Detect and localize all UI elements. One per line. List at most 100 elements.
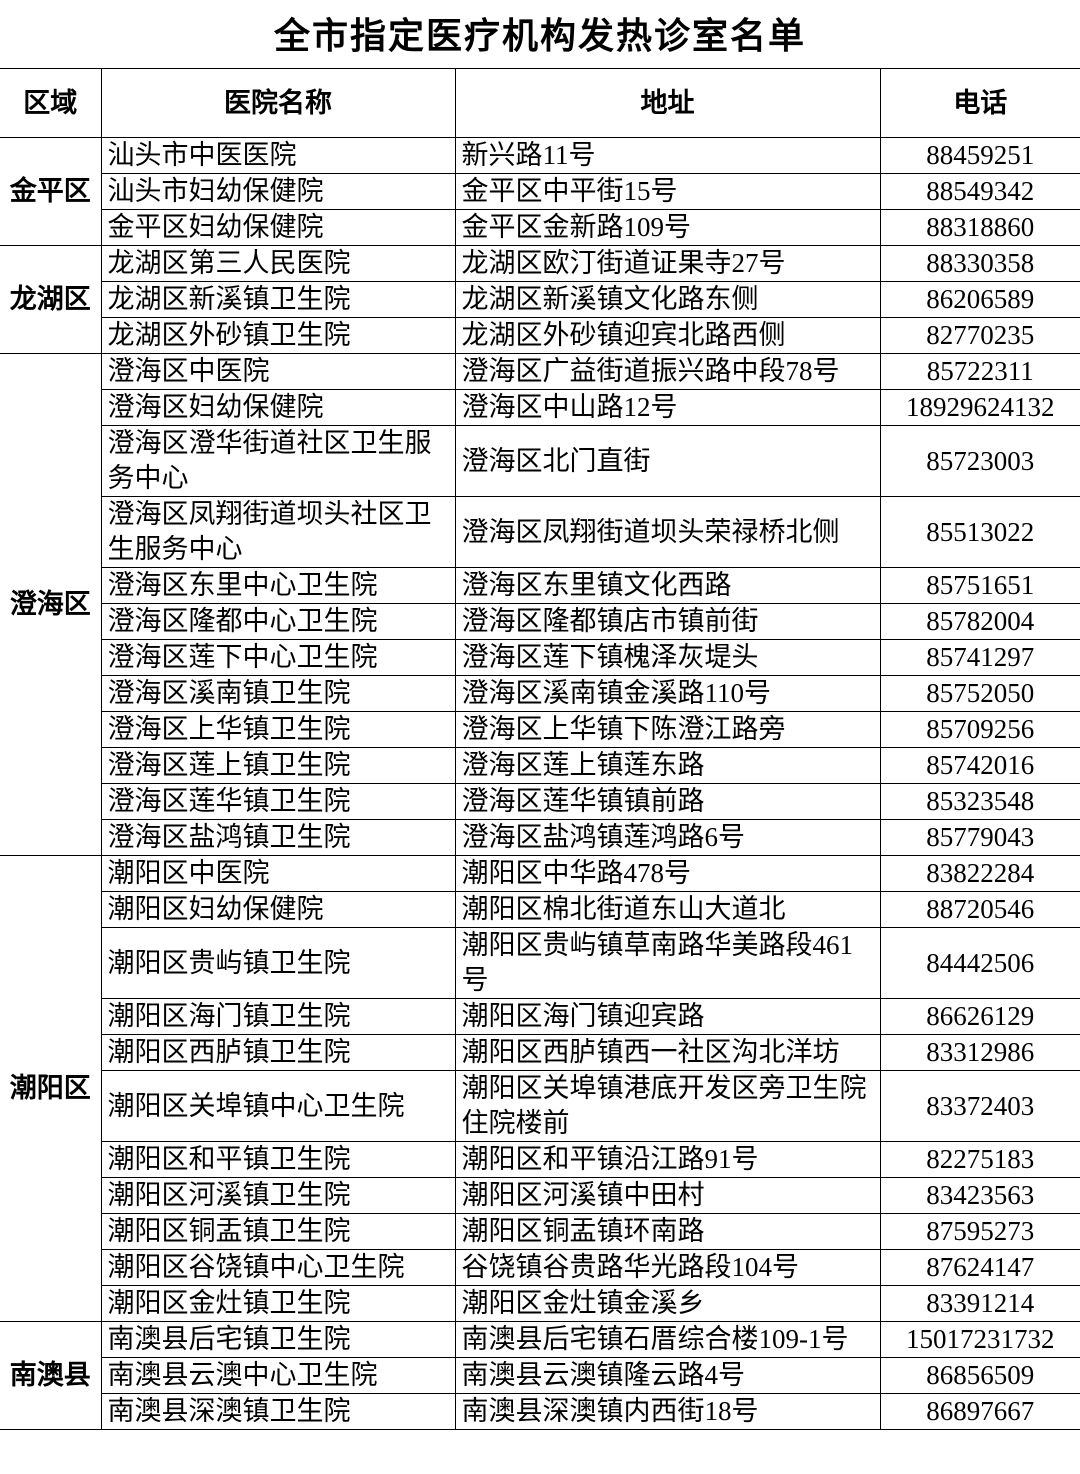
phone: 87624147: [879, 1249, 1080, 1286]
address: 潮阳区关埠镇港底开发区旁卫生院住院楼前: [454, 1070, 881, 1142]
table-row: 澄海区 澄海区中医院 澄海区广益街道振兴路中段78号 85722311: [0, 353, 1080, 856]
hospital-name: 潮阳区妇幼保健院: [101, 891, 456, 928]
hospital-name: 澄海区溪南镇卫生院: [101, 675, 456, 712]
region: 金平区: [0, 137, 102, 246]
hospital-name: 潮阳区和平镇卫生院: [101, 1141, 456, 1178]
hospital-name: 澄海区澄华街道社区卫生服务中心: [101, 425, 456, 497]
table-row: 潮阳区和平镇卫生院 潮阳区和平镇沿江路91号 82275183: [0, 1141, 1080, 1178]
region: 潮阳区: [0, 855, 102, 1322]
hospital-name: 澄海区凤翔街道坝头社区卫生服务中心: [101, 496, 456, 568]
header-cell: 地址: [454, 68, 881, 138]
hospital-name: 潮阳区河溪镇卫生院: [101, 1177, 456, 1214]
table-row: 潮阳区海门镇卫生院 潮阳区海门镇迎宾路 86626129: [0, 998, 1080, 1035]
table-row: 龙湖区新溪镇卫生院 龙湖区新溪镇文化路东侧 86206589: [0, 281, 1080, 318]
phone: 88330358: [879, 245, 1080, 282]
address: 龙湖区外砂镇迎宾北路西侧: [454, 317, 881, 354]
address: 金平区中平街15号: [454, 173, 881, 210]
hospital-name: 潮阳区谷饶镇中心卫生院: [101, 1249, 456, 1286]
hospital-name: 澄海区隆都中心卫生院: [101, 603, 456, 640]
table-row: 澄海区盐鸿镇卫生院 澄海区盐鸿镇莲鸿路6号 85779043: [0, 819, 1080, 856]
address: 龙湖区欧汀街道证果寺27号: [454, 245, 881, 282]
table-row: 澄海区凤翔街道坝头社区卫生服务中心 澄海区凤翔街道坝头荣禄桥北侧 85513022: [0, 496, 1080, 568]
hospital-name: 潮阳区关埠镇中心卫生院: [101, 1070, 456, 1142]
phone: 86626129: [879, 998, 1080, 1035]
table-row: 澄海区莲华镇卫生院 澄海区莲华镇镇前路 85323548: [0, 783, 1080, 820]
header-cell: 电话: [879, 68, 1080, 138]
phone: 85742016: [879, 747, 1080, 784]
address: 澄海区凤翔街道坝头荣禄桥北侧: [454, 496, 881, 568]
table-row: 潮阳区 潮阳区中医院 潮阳区中华路478号 83822284: [0, 855, 1080, 1322]
hospital-name: 澄海区盐鸿镇卫生院: [101, 819, 456, 856]
hospital-name: 澄海区莲下中心卫生院: [101, 639, 456, 676]
hospital-name: 潮阳区贵屿镇卫生院: [101, 927, 456, 999]
table-row: 潮阳区关埠镇中心卫生院 潮阳区关埠镇港底开发区旁卫生院住院楼前 83372403: [0, 1070, 1080, 1142]
hospital-name: 澄海区上华镇卫生院: [101, 711, 456, 748]
table-row: 澄海区东里中心卫生院 澄海区东里镇文化西路 85751651: [0, 567, 1080, 604]
table-row: 澄海区溪南镇卫生院 澄海区溪南镇金溪路110号 85752050: [0, 675, 1080, 712]
phone: 85513022: [879, 496, 1080, 568]
address: 澄海区莲上镇莲东路: [454, 747, 881, 784]
hospital-name: 汕头市妇幼保健院: [101, 173, 456, 210]
phone: 83423563: [879, 1177, 1080, 1214]
phone: 83822284: [879, 855, 1080, 892]
hospital-name: 澄海区莲上镇卫生院: [101, 747, 456, 784]
hospital-name: 汕头市中医医院: [100, 137, 456, 174]
address: 新兴路11号: [454, 137, 881, 174]
table-row: 金平区 汕头市中医医院 新兴路11号 88459251: [0, 137, 1080, 246]
hospital-name: 澄海区中医院: [100, 353, 456, 390]
phone: 88549342: [879, 173, 1080, 210]
table-header: 区域 医院名称 地址 电话: [0, 68, 1080, 138]
header-row: 区域 医院名称 地址 电话: [0, 68, 1080, 138]
hospital-name: 潮阳区中医院: [100, 855, 456, 892]
region: 澄海区: [0, 353, 102, 856]
phone: 86206589: [879, 281, 1080, 318]
phone: 85779043: [879, 819, 1080, 856]
clinic-table: 区域 医院名称 地址 电话 金平区 汕头市中医医院 新兴路11号 88459251 汕头…: [0, 68, 1080, 1430]
address: 南澳县后宅镇石厝综合楼109-1号: [454, 1321, 881, 1358]
address: 澄海区莲下镇槐泽灰堤头: [454, 639, 881, 676]
table-row: 南澳县云澳中心卫生院 南澳县云澳镇隆云路4号 86856509: [0, 1357, 1080, 1394]
address: 潮阳区铜盂镇环南路: [454, 1213, 881, 1250]
table-row: 龙湖区外砂镇卫生院 龙湖区外砂镇迎宾北路西侧 82770235: [0, 317, 1080, 354]
hospital-name: 澄海区妇幼保健院: [101, 389, 456, 426]
phone: 85741297: [879, 639, 1080, 676]
table-row: 潮阳区河溪镇卫生院 潮阳区河溪镇中田村 83423563: [0, 1177, 1080, 1214]
address: 澄海区盐鸿镇莲鸿路6号: [454, 819, 881, 856]
table-row: 南澳县 南澳县后宅镇卫生院 南澳县后宅镇石厝综合楼109-1号 15017231732: [0, 1321, 1080, 1430]
address: 澄海区上华镇下陈澄江路旁: [454, 711, 881, 748]
phone: 15017231732: [879, 1321, 1080, 1358]
table-row: 澄海区妇幼保健院 澄海区中山路12号 18929624132: [0, 389, 1080, 426]
header-cell: 医院名称: [100, 68, 456, 138]
address: 澄海区隆都镇店市镇前街: [454, 603, 881, 640]
address: 澄海区中山路12号: [454, 389, 881, 426]
table-row: 澄海区隆都中心卫生院 澄海区隆都镇店市镇前街 85782004: [0, 603, 1080, 640]
address: 澄海区广益街道振兴路中段78号: [454, 353, 881, 390]
address: 龙湖区新溪镇文化路东侧: [454, 281, 881, 318]
phone: 18929624132: [879, 389, 1080, 426]
region: 龙湖区: [0, 245, 102, 354]
phone: 83372403: [879, 1070, 1080, 1142]
table-row: 潮阳区贵屿镇卫生院 潮阳区贵屿镇草南路华美路段461号 84442506: [0, 927, 1080, 999]
phone: 88720546: [879, 891, 1080, 928]
address: 潮阳区中华路478号: [454, 855, 881, 892]
hospital-name: 潮阳区金灶镇卫生院: [101, 1285, 456, 1322]
table-row: 澄海区莲下中心卫生院 澄海区莲下镇槐泽灰堤头 85741297: [0, 639, 1080, 676]
table-row: 潮阳区谷饶镇中心卫生院 谷饶镇谷贵路华光路段104号 87624147: [0, 1249, 1080, 1286]
address: 澄海区北门直街: [454, 425, 881, 497]
phone: 85722311: [879, 353, 1080, 390]
address: 潮阳区金灶镇金溪乡: [454, 1285, 881, 1322]
table-row: 汕头市妇幼保健院 金平区中平街15号 88549342: [0, 173, 1080, 210]
address: 潮阳区西胪镇西一社区沟北洋坊: [454, 1034, 881, 1071]
hospital-name: 潮阳区铜盂镇卫生院: [101, 1213, 456, 1250]
hospital-name: 潮阳区西胪镇卫生院: [101, 1034, 456, 1071]
region: 南澳县: [0, 1321, 102, 1430]
table-body: 金平区 汕头市中医医院 新兴路11号 88459251 汕头市妇幼保健院 金平区中平街15…: [0, 137, 1080, 1430]
address: 澄海区东里镇文化西路: [454, 567, 881, 604]
address: 南澳县云澳镇隆云路4号: [454, 1357, 881, 1394]
hospital-name: 南澳县后宅镇卫生院: [100, 1321, 456, 1358]
phone: 84442506: [879, 927, 1080, 999]
hospital-name: 金平区妇幼保健院: [101, 209, 456, 246]
address: 澄海区溪南镇金溪路110号: [454, 675, 881, 712]
address: 潮阳区和平镇沿江路91号: [454, 1141, 881, 1178]
